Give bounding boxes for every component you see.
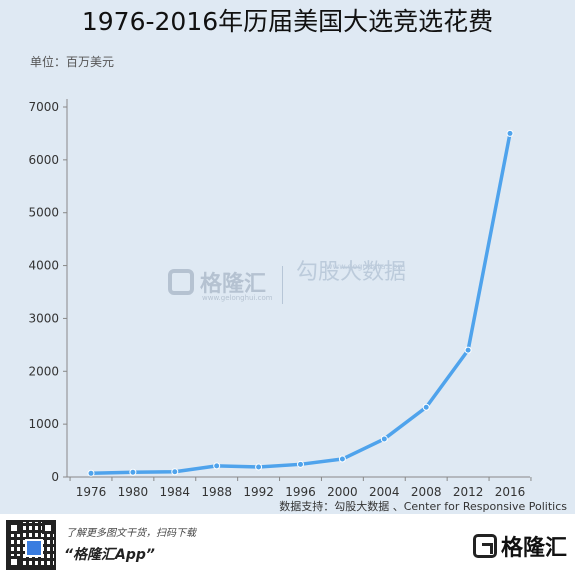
line-chart: 0 1000 2000 3000 4000 5000 6000 7000 1976 1980 198… — [28, 99, 532, 499]
watermark-data-brand-text: 勾股大数据 — [296, 260, 407, 285]
x-tick-label: 1992 — [243, 485, 274, 499]
data-point — [87, 469, 95, 477]
x-tick-label: 1996 — [285, 485, 316, 499]
y-tick-label: 5000 — [28, 206, 59, 220]
y-tick-label: 1000 — [28, 417, 59, 431]
x-tick-label: 2016 — [495, 485, 526, 499]
x-tick-label: 2000 — [327, 485, 358, 499]
x-tick-label: 2012 — [453, 485, 484, 499]
data-point — [464, 346, 472, 354]
data-point — [297, 460, 304, 468]
data-point — [380, 435, 388, 443]
app-logo-icon — [25, 539, 43, 557]
data-point — [506, 129, 514, 137]
unit-label: 单位：百万美元 — [30, 55, 115, 69]
data-point — [255, 463, 263, 471]
chart-title: 1976-2016年历届美国大选竞选花费 — [81, 7, 494, 36]
y-tick-label: 6000 — [28, 153, 59, 167]
qr-code-icon[interactable] — [6, 520, 56, 570]
footer: 了解更多图文干货，扫码下载 “格隆汇App” 格隆汇 — [0, 514, 575, 574]
x-tick-label: 1984 — [160, 485, 191, 499]
footer-app-name: “格隆汇App” — [64, 547, 155, 563]
series-line — [89, 131, 512, 476]
y-tick-label: 3000 — [28, 311, 59, 325]
x-tick-label: 1988 — [201, 485, 232, 499]
y-tick-label: 2000 — [28, 364, 59, 378]
y-tick-label: 7000 — [28, 100, 59, 114]
brand-logo-icon — [168, 269, 194, 295]
data-source: 数据支持：勾股大数据 、Center for Responsive Politi… — [279, 500, 567, 513]
x-tick-label: 1976 — [76, 485, 107, 499]
data-point — [338, 455, 346, 463]
y-tick-label: 4000 — [28, 259, 59, 273]
x-tick-label: 2008 — [411, 485, 442, 499]
footer-brand-text: 格隆汇 — [500, 536, 567, 561]
data-point — [422, 403, 430, 411]
watermark-brand-text: 格隆汇 — [200, 272, 267, 297]
footer-prompt: 了解更多图文干货，扫码下载 — [66, 528, 196, 539]
watermark-brand-url: www.gelonghui.com — [202, 294, 273, 302]
x-tick-label: 2004 — [369, 485, 400, 499]
x-tick-label: 1980 — [118, 485, 149, 499]
brand-logo-icon — [472, 534, 497, 558]
watermark-divider — [282, 266, 283, 304]
watermark-data-brand: 勾股大数据 www.gogudata.com — [296, 254, 406, 286]
watermark-brand-logo: 格隆汇 www.gelonghui.com — [168, 266, 273, 302]
data-point — [171, 468, 179, 476]
data-point — [213, 462, 221, 470]
data-point — [129, 468, 137, 476]
watermark-data-url: www.gogudata.com — [326, 262, 406, 271]
footer-brand: 格隆汇 — [472, 530, 567, 562]
y-tick-label: 0 — [51, 470, 59, 484]
